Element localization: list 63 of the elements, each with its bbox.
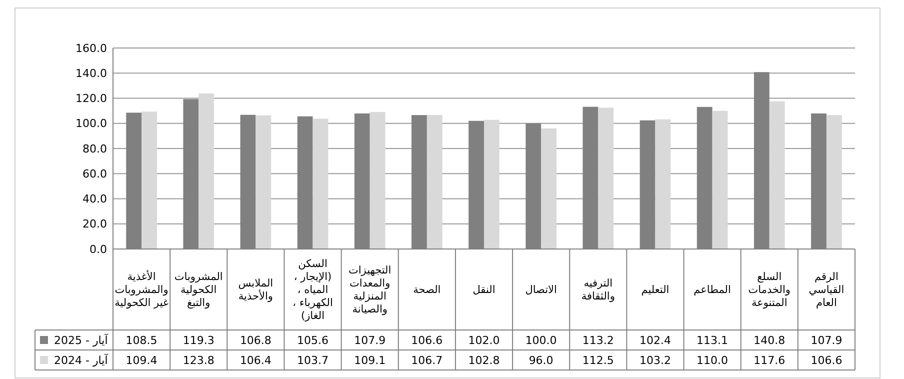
x-tick-label: المطاعم (694, 284, 731, 296)
x-tick-label: الاتصال (525, 284, 557, 296)
data-label: 106.6 (810, 354, 842, 367)
data-label: 113.2 (582, 334, 614, 347)
bar (769, 101, 785, 249)
bar (655, 119, 671, 249)
y-tick-label: 140.0 (76, 66, 107, 80)
x-tick-label: الترفيه والثقافة (581, 278, 615, 303)
y-tick-label: 80.0 (82, 142, 107, 156)
data-label: 108.5 (126, 334, 158, 347)
x-tick-label: التجهيزات والمعدات المنزلية والصيانة (348, 264, 392, 316)
data-label: 110.0 (696, 354, 728, 367)
data-label: 102.4 (639, 334, 671, 347)
data-label: 109.4 (126, 354, 158, 367)
legend-label: آيار - 2025 (54, 332, 109, 347)
data-label: 103.2 (639, 354, 671, 367)
bar (370, 112, 386, 249)
data-label: 100.0 (525, 334, 557, 347)
x-tick-label: الرقم القياسي العام (808, 271, 844, 310)
y-tick-label: 100.0 (76, 117, 107, 130)
y-tick-label: 60.0 (82, 167, 107, 180)
x-tick-label: النقل (472, 284, 496, 296)
data-label: 106.8 (240, 334, 272, 347)
data-label: 105.6 (297, 334, 329, 347)
x-tick-label: السكن (الإيجار ، المياه ، الكهرباء ، الغاز) (292, 258, 333, 322)
data-label: 103.7 (297, 354, 329, 367)
bar (826, 115, 842, 249)
bar (598, 108, 614, 249)
bar (198, 93, 214, 249)
data-label: 107.9 (810, 334, 842, 347)
y-tick-label: 40.0 (82, 192, 107, 206)
bar (541, 128, 556, 249)
data-label: 109.1 (354, 354, 386, 367)
bar (142, 112, 157, 249)
bar (426, 114, 442, 249)
bar (312, 118, 328, 249)
y-tick-label: 0.0 (90, 242, 107, 256)
data-label: 123.8 (182, 354, 214, 367)
bar (484, 120, 500, 249)
data-label: 112.5 (582, 354, 614, 367)
data-label: 113.1 (696, 334, 728, 347)
data-label: 119.3 (182, 334, 214, 347)
x-tick-label: المشروبات الكحولية والتبغ (174, 271, 223, 310)
bar (712, 110, 728, 249)
data-label: 140.8 (754, 334, 786, 347)
legend-label: آيار - 2024 (54, 352, 109, 367)
data-label: 96.0 (528, 354, 554, 367)
x-tick-label: السلع والخدمات المتنوعة (748, 271, 790, 310)
data-label: 102.8 (468, 354, 500, 367)
x-tick-label: الصحة (413, 284, 441, 296)
data-label: 117.6 (754, 354, 786, 367)
x-tick-label: الملابس والأحذية (238, 278, 274, 303)
y-tick-label: 20.0 (82, 218, 107, 231)
x-tick-label: الأغذية والمشروبات غير الكحولية (114, 269, 169, 310)
x-tick-label: التعليم (641, 284, 670, 296)
y-tick-label: 160.0 (76, 42, 107, 55)
data-label: 106.7 (411, 354, 443, 367)
y-tick-label: 120.0 (76, 92, 107, 106)
data-label: 102.0 (468, 334, 500, 347)
bar (256, 115, 272, 249)
data-label: 106.4 (240, 354, 272, 367)
data-label: 107.9 (354, 334, 386, 347)
data-label: 106.6 (411, 334, 443, 347)
